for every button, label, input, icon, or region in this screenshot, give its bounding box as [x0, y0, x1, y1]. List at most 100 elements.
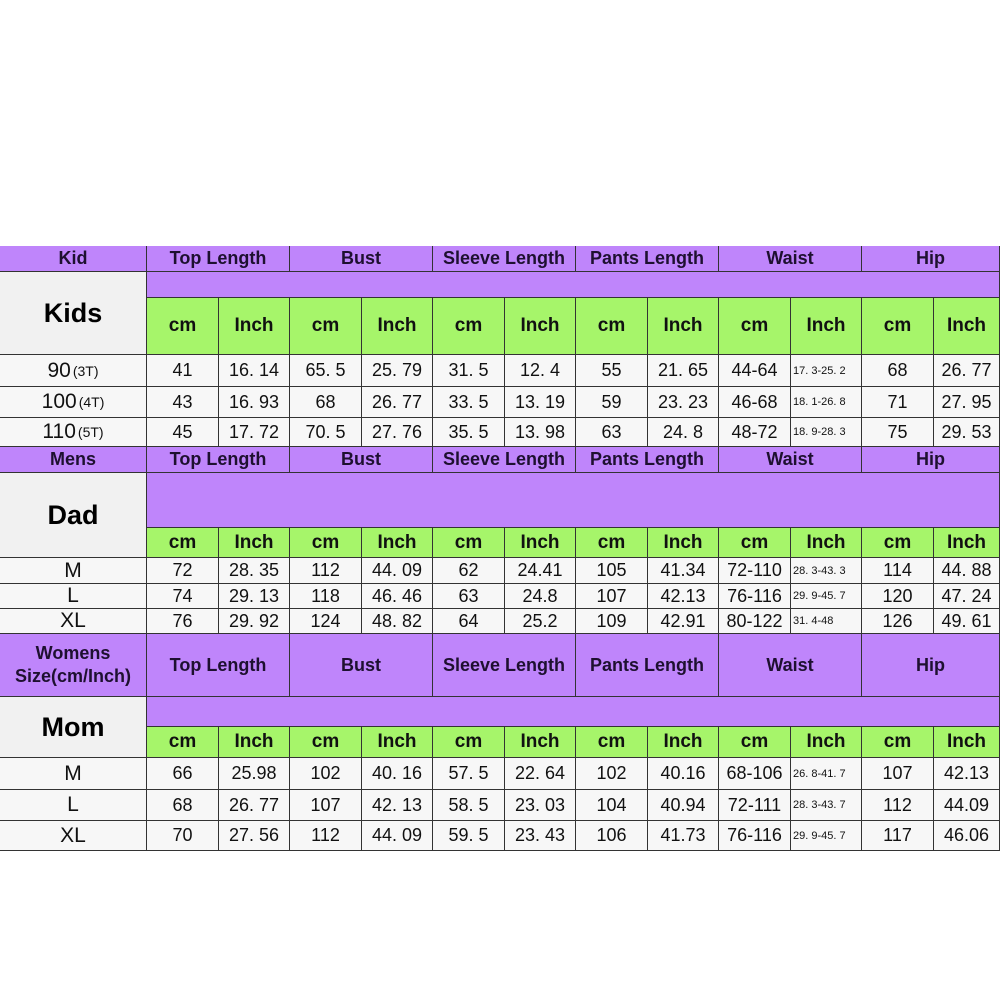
- cell-pants-length-cm: 55: [576, 355, 648, 387]
- cell-sleeve-length-inch: 24.8: [505, 584, 576, 609]
- cell-sleeve-length-inch: 22. 64: [505, 758, 576, 790]
- cell-pants-length-inch: 42.91: [648, 609, 719, 634]
- cell-waist-inch: 17. 3-25. 2: [791, 355, 862, 387]
- cell-hip-cm: 75: [862, 418, 934, 447]
- cell-waist-cm: 80-122: [719, 609, 791, 634]
- cell-waist-inch: 26. 8-41. 7: [791, 758, 862, 790]
- size-value: M: [64, 558, 82, 582]
- cell-pants-length-cm: 109: [576, 609, 648, 634]
- column-header-waist: Waist: [719, 634, 862, 697]
- column-header-hip: Hip: [862, 447, 1000, 473]
- cell-top-length-cm: 41: [147, 355, 219, 387]
- column-header-hip: Hip: [862, 246, 1000, 272]
- section-header-text: Mens: [49, 449, 96, 469]
- cell-pants-length-inch: 42.13: [648, 584, 719, 609]
- size-label: XL: [0, 821, 147, 851]
- unit-inch: Inch: [648, 298, 719, 355]
- cell-pants-length-cm: 106: [576, 821, 648, 851]
- cell-sleeve-length-cm: 58. 5: [433, 790, 505, 821]
- cell-sleeve-length-inch: 24.41: [505, 558, 576, 584]
- cell-bust-inch: 26. 77: [362, 387, 433, 418]
- unit-inch: Inch: [934, 727, 1000, 758]
- cell-bust-cm: 112: [290, 821, 362, 851]
- column-header-sleeve-length: Sleeve Length: [433, 447, 576, 473]
- cell-pants-length-cm: 59: [576, 387, 648, 418]
- cell-hip-cm: 126: [862, 609, 934, 634]
- column-header-pants-length: Pants Length: [576, 447, 719, 473]
- section-header-text: Kid: [58, 248, 88, 268]
- cell-top-length-inch: 26. 77: [219, 790, 290, 821]
- cell-bust-inch: 25. 79: [362, 355, 433, 387]
- cell-hip-cm: 120: [862, 584, 934, 609]
- column-header-bust: Bust: [290, 447, 433, 473]
- cell-waist-cm: 46-68: [719, 387, 791, 418]
- cell-waist-inch: 18. 1-26. 8: [791, 387, 862, 418]
- cell-top-length-cm: 72: [147, 558, 219, 584]
- cell-pants-length-inch: 23. 23: [648, 387, 719, 418]
- cell-top-length-inch: 29. 13: [219, 584, 290, 609]
- cell-top-length-inch: 17. 72: [219, 418, 290, 447]
- section-label: Kids: [0, 272, 147, 355]
- cell-pants-length-cm: 105: [576, 558, 648, 584]
- size-alt: (5T): [77, 424, 104, 440]
- header-band: [147, 473, 1000, 528]
- unit-cm: cm: [147, 528, 219, 558]
- column-header-waist: Waist: [719, 447, 862, 473]
- unit-inch: Inch: [219, 727, 290, 758]
- unit-inch: Inch: [362, 298, 433, 355]
- size-label: 110 (5T): [0, 418, 147, 447]
- section-header-subtext: Size(cm/Inch): [14, 666, 132, 686]
- cell-top-length-inch: 16. 93: [219, 387, 290, 418]
- column-header-bust: Bust: [290, 246, 433, 272]
- size-label: 90 (3T): [0, 355, 147, 387]
- cell-waist-inch: 29. 9-45. 7: [791, 821, 862, 851]
- cell-bust-inch: 42. 13: [362, 790, 433, 821]
- column-header-sleeve-length: Sleeve Length: [433, 246, 576, 272]
- cell-pants-length-inch: 40.94: [648, 790, 719, 821]
- section-header-text: Womens: [35, 642, 111, 663]
- cell-sleeve-length-inch: 13. 98: [505, 418, 576, 447]
- cell-sleeve-length-inch: 23. 43: [505, 821, 576, 851]
- cell-bust-cm: 65. 5: [290, 355, 362, 387]
- section-label: Mom: [0, 697, 147, 758]
- cell-top-length-inch: 27. 56: [219, 821, 290, 851]
- cell-bust-inch: 40. 16: [362, 758, 433, 790]
- cell-bust-cm: 68: [290, 387, 362, 418]
- cell-sleeve-length-cm: 62: [433, 558, 505, 584]
- size-label: L: [0, 584, 147, 609]
- column-header-pants-length: Pants Length: [576, 634, 719, 697]
- unit-inch: Inch: [791, 298, 862, 355]
- cell-bust-inch: 48. 82: [362, 609, 433, 634]
- cell-sleeve-length-cm: 63: [433, 584, 505, 609]
- unit-cm: cm: [862, 727, 934, 758]
- cell-waist-cm: 48-72: [719, 418, 791, 447]
- cell-bust-inch: 44. 09: [362, 558, 433, 584]
- column-header-sleeve-length: Sleeve Length: [433, 634, 576, 697]
- cell-bust-cm: 70. 5: [290, 418, 362, 447]
- size-value: 100: [41, 390, 77, 413]
- cell-hip-cm: 71: [862, 387, 934, 418]
- unit-cm: cm: [147, 298, 219, 355]
- size-value: XL: [60, 609, 86, 632]
- cell-pants-length-cm: 104: [576, 790, 648, 821]
- size-value: 110: [42, 420, 76, 443]
- cell-hip-cm: 114: [862, 558, 934, 584]
- cell-bust-inch: 46. 46: [362, 584, 433, 609]
- cell-sleeve-length-cm: 64: [433, 609, 505, 634]
- size-value: L: [67, 793, 79, 816]
- cell-sleeve-length-inch: 12. 4: [505, 355, 576, 387]
- cell-waist-inch: 18. 9-28. 3: [791, 418, 862, 447]
- unit-cm: cm: [576, 528, 648, 558]
- unit-cm: cm: [147, 727, 219, 758]
- cell-top-length-inch: 29. 92: [219, 609, 290, 634]
- unit-inch: Inch: [648, 727, 719, 758]
- cell-waist-inch: 28. 3-43. 7: [791, 790, 862, 821]
- cell-hip-inch: 26. 77: [934, 355, 1000, 387]
- cell-waist-inch: 31. 4-48: [791, 609, 862, 634]
- cell-sleeve-length-inch: 25.2: [505, 609, 576, 634]
- cell-top-length-cm: 74: [147, 584, 219, 609]
- cell-hip-inch: 42.13: [934, 758, 1000, 790]
- size-label: M: [0, 558, 147, 584]
- section-header-label: Kid: [0, 246, 147, 272]
